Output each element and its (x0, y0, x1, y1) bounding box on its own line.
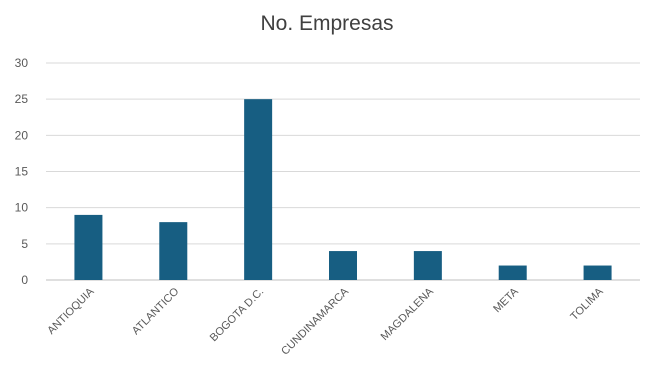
y-tick-label: 25 (15, 92, 29, 106)
x-tick-label: ANTIOQUIA (45, 285, 97, 337)
gridlines (46, 62, 640, 281)
chart-title: No. Empresas (260, 12, 394, 35)
bar-antioquia (74, 214, 103, 280)
y-tick-label: 5 (21, 237, 28, 251)
x-tick-label: ATLANTICO (130, 285, 182, 337)
bar-bogota-d-c (244, 99, 273, 281)
y-tick-label: 0 (21, 273, 28, 287)
bar-tolima (583, 265, 612, 280)
x-tick-label: TOLIMA (568, 285, 606, 323)
x-tick-label: META (491, 285, 521, 315)
bar-meta (498, 265, 527, 280)
bar-magdalena (413, 251, 442, 280)
x-tick-label: MAGDALENA (379, 285, 437, 343)
y-axis-tick-labels: 0 5 10 15 20 25 30 (15, 56, 29, 287)
y-tick-label: 10 (15, 201, 29, 215)
bars (74, 99, 612, 281)
x-axis-tick-labels: ANTIOQUIA ATLANTICO BOGOTA D.C. CUNDINAMARC… (45, 285, 606, 357)
bar-cundinamarca (329, 251, 357, 280)
y-tick-label: 20 (15, 128, 29, 142)
bar-atlantico (159, 222, 188, 280)
x-tick-label: BOGOTA D.C. (208, 286, 266, 344)
y-tick-label: 30 (15, 56, 29, 70)
x-tick-label: CUNDINAMARCA (279, 285, 351, 357)
y-tick-label: 15 (15, 165, 29, 179)
